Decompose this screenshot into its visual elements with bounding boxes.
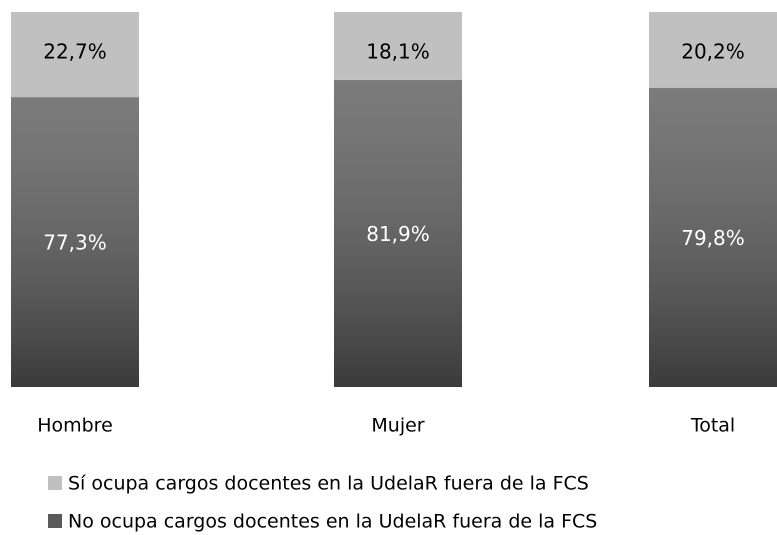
legend-swatch xyxy=(48,476,62,490)
x-tick-label: Total xyxy=(690,415,735,437)
value-label: 77,3% xyxy=(43,231,107,255)
value-label: 20,2% xyxy=(681,40,745,64)
bar-segment xyxy=(649,12,777,88)
legend-label: Sí ocupa cargos docentes en la UdelaR fu… xyxy=(68,473,589,495)
legend-swatch xyxy=(48,514,62,528)
bar-segment xyxy=(334,12,462,80)
x-tick-label: Mujer xyxy=(371,415,424,437)
value-label: 22,7% xyxy=(43,40,107,64)
bar-shade xyxy=(649,87,777,387)
value-label: 18,1% xyxy=(366,40,430,64)
value-label: 81,9% xyxy=(366,222,430,246)
value-label: 79,8% xyxy=(681,226,745,250)
legend-label: No ocupa cargos docentes en la UdelaR fu… xyxy=(68,511,597,533)
x-tick-label: Hombre xyxy=(37,415,113,437)
bar-shade xyxy=(334,79,462,387)
bar-segment xyxy=(11,12,139,98)
bar-shade xyxy=(11,97,139,387)
